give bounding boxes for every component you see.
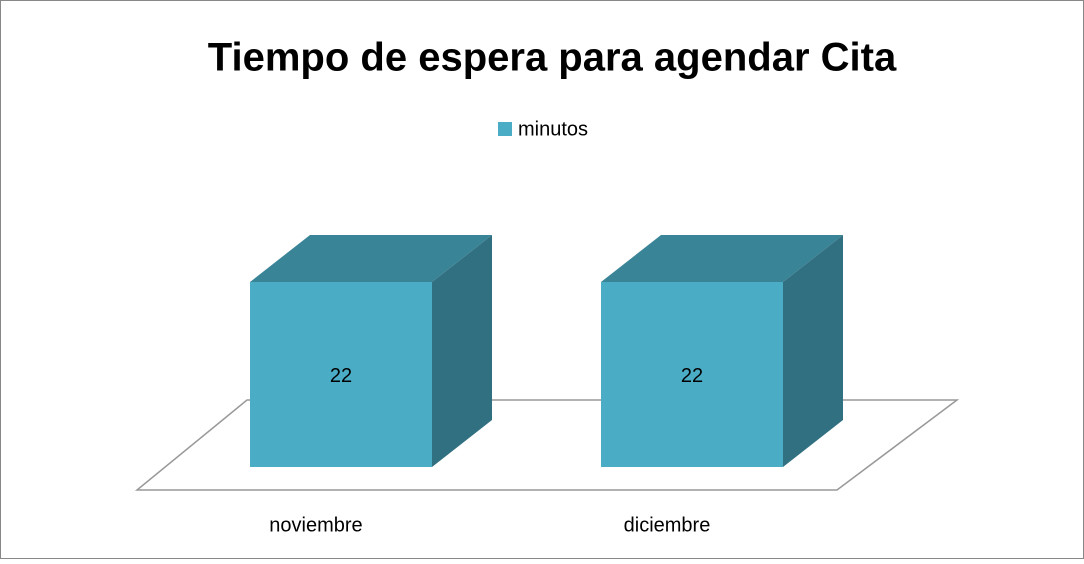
bar-side <box>783 235 843 467</box>
data-label: 22 <box>330 365 352 387</box>
chart-title: Tiempo de espera para agendar Cita <box>208 36 897 80</box>
bar-top <box>601 235 843 282</box>
bar-top <box>250 235 492 282</box>
legend-swatch <box>498 122 512 136</box>
x-tick-label: noviembre <box>269 514 362 536</box>
bar <box>601 282 783 467</box>
x-tick-label: diciembre <box>624 514 711 536</box>
bar-side <box>432 235 492 467</box>
bar <box>250 282 432 467</box>
legend-label: minutos <box>518 118 588 140</box>
data-label: 22 <box>681 365 703 387</box>
